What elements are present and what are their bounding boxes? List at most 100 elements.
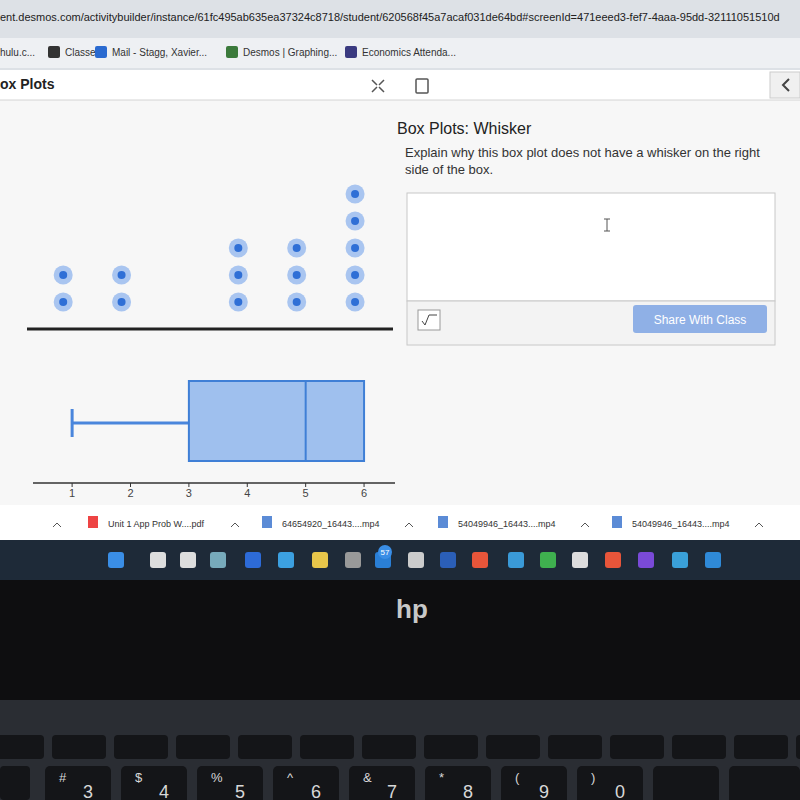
- dot: [229, 293, 248, 312]
- share-label: Share With Class: [654, 313, 747, 327]
- median-line: [305, 381, 307, 461]
- bookmark: hulu.c...: [0, 47, 35, 58]
- dot-plot: [54, 185, 365, 312]
- dot: [346, 293, 365, 312]
- page: [0, 70, 800, 505]
- taskbar-icon: [278, 552, 294, 568]
- dot-center: [59, 271, 67, 279]
- key-top: ): [591, 770, 595, 785]
- fn-key: [424, 735, 478, 759]
- math-button[interactable]: [418, 310, 440, 330]
- chevron: [755, 523, 763, 527]
- key-top: (: [515, 770, 520, 785]
- fn-key: [238, 735, 292, 759]
- taskbar-icon: [472, 552, 488, 568]
- key-top: *: [439, 770, 444, 785]
- bookmark-icon: [345, 46, 357, 58]
- dot: [229, 266, 248, 285]
- dot: [287, 266, 306, 285]
- key: [197, 766, 263, 800]
- fn-key: [300, 735, 354, 759]
- key-bottom: 0: [615, 782, 625, 800]
- scene: ent.desmos.com/activitybuilder/instance/…: [0, 0, 800, 800]
- file-icon: [88, 516, 98, 528]
- browser-bar: [0, 0, 800, 70]
- file-icon: [262, 516, 272, 528]
- download-item: 54049946_16443....mp4: [458, 519, 556, 529]
- dot-center: [59, 298, 67, 306]
- badge-count: 57: [381, 548, 390, 557]
- desmos-header: [0, 70, 800, 100]
- key: [349, 766, 415, 800]
- back-button[interactable]: [770, 72, 800, 98]
- dot-center: [351, 217, 359, 225]
- dot-ring: [346, 212, 365, 231]
- taskbar-icon: [210, 552, 226, 568]
- key: [653, 766, 719, 800]
- url: ent.desmos.com/activitybuilder/instance/…: [0, 11, 780, 23]
- fn-key: [0, 735, 44, 759]
- taskbar-icon: [605, 552, 621, 568]
- dot: [229, 239, 248, 258]
- left-whisker: [72, 422, 189, 425]
- dot-ring: [287, 239, 306, 258]
- taskbar-icon: [440, 552, 456, 568]
- dot-center: [118, 298, 126, 306]
- dot-ring: [346, 293, 365, 312]
- chevron: [405, 523, 413, 527]
- key: [273, 766, 339, 800]
- download-item: 54049946_16443....mp4: [632, 519, 730, 529]
- dot-ring: [112, 293, 131, 312]
- dot-center: [351, 190, 359, 198]
- logo: hp: [396, 594, 428, 624]
- dot-ring: [287, 266, 306, 285]
- back-arrow: [783, 79, 789, 91]
- answer-footer: [407, 301, 775, 345]
- dot-ring: [229, 293, 248, 312]
- key-top: #: [59, 770, 67, 785]
- key: [0, 766, 30, 800]
- dot-center: [234, 244, 242, 252]
- dot-ring: [229, 239, 248, 258]
- taskbar-icon: [312, 552, 328, 568]
- fn-key: [672, 735, 726, 759]
- download-item: Unit 1 App Prob W....pdf: [108, 519, 205, 529]
- prompt: Explain why this box plot does not have …: [405, 144, 765, 178]
- key-top: ^: [287, 770, 294, 785]
- taskbar: [0, 540, 800, 580]
- file-icon: [612, 516, 622, 528]
- file-icon: [438, 516, 448, 528]
- bookmark: Mail - Stagg, Xavier...: [112, 47, 207, 58]
- fn-key: [796, 735, 800, 759]
- tick-label: 5: [303, 487, 309, 499]
- dot-ring: [229, 266, 248, 285]
- fn-key: [734, 735, 788, 759]
- dot-ring: [287, 293, 306, 312]
- dot: [346, 239, 365, 258]
- bookmark: Economics Attenda...: [362, 47, 456, 58]
- answer-box[interactable]: [407, 193, 775, 301]
- header-rule: [0, 100, 800, 101]
- bookmark: Desmos | Graphing...: [243, 47, 337, 58]
- dot-center: [234, 271, 242, 279]
- taskbar-icon: [408, 552, 424, 568]
- dot-ring: [346, 239, 365, 258]
- tick-label: 4: [244, 487, 250, 499]
- box-axis: [33, 482, 395, 484]
- expand-icon: [372, 80, 384, 92]
- key-top: %: [211, 770, 223, 785]
- dot-ring: [112, 266, 131, 285]
- key-bottom: 6: [311, 782, 321, 800]
- fn-key: [52, 735, 106, 759]
- screen-title: Box Plots: Whisker: [397, 120, 532, 137]
- dot-ring: [346, 266, 365, 285]
- share-button[interactable]: [633, 305, 767, 333]
- dot-axis: [27, 328, 393, 331]
- tick-label: 1: [69, 487, 75, 499]
- dot: [112, 293, 131, 312]
- taskbar-icon: [345, 552, 361, 568]
- bookmark-icon: [95, 46, 107, 58]
- taskbar-icon: [508, 552, 524, 568]
- fn-key: [610, 735, 664, 759]
- key: [121, 766, 187, 800]
